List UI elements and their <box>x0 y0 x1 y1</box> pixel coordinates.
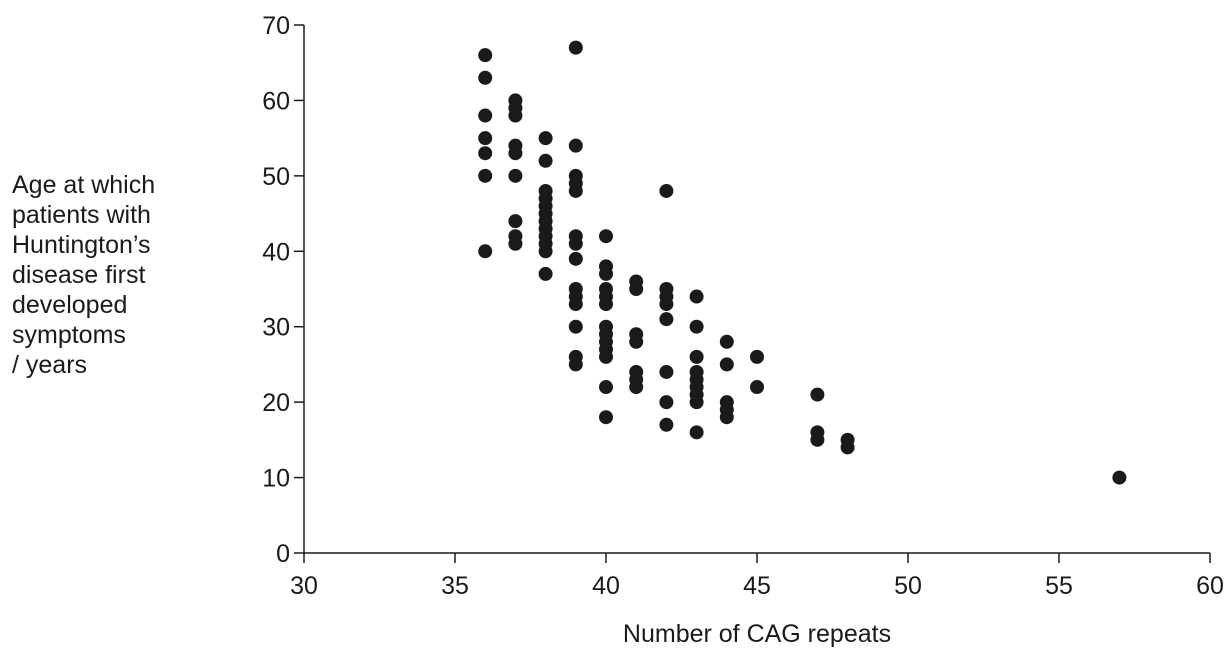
data-point <box>478 48 493 63</box>
data-point <box>568 236 583 251</box>
data-point <box>568 251 583 266</box>
data-point <box>478 146 493 161</box>
data-point <box>659 183 674 198</box>
data-point <box>629 334 644 349</box>
x-tick-label: 45 <box>743 572 771 600</box>
data-point <box>599 349 613 364</box>
data-point <box>568 183 583 198</box>
data-point <box>599 297 613 312</box>
x-tick-label: 50 <box>894 572 922 600</box>
data-point <box>508 146 523 161</box>
data-point <box>478 131 493 146</box>
data-point <box>810 387 825 402</box>
data-point <box>599 229 613 244</box>
data-point <box>568 319 583 334</box>
data-point <box>750 380 764 395</box>
y-axis-label-line: developed <box>12 291 128 319</box>
y-axis-label-line: symptoms <box>12 321 126 349</box>
data-point <box>538 131 553 146</box>
data-point <box>478 108 493 123</box>
axes: 0 10 20 30 40 50 60 70 30 35 40 45 50 55 60 <box>262 12 1224 600</box>
data-point <box>659 364 674 379</box>
data-point <box>719 357 734 372</box>
data-points <box>478 40 1127 485</box>
data-point <box>629 282 644 296</box>
data-point <box>689 349 704 364</box>
data-point <box>629 380 644 395</box>
x-tick-label: 35 <box>441 572 469 600</box>
y-tick-label: 60 <box>262 87 290 115</box>
data-point <box>840 440 855 455</box>
data-point <box>478 244 493 259</box>
data-point <box>568 297 583 312</box>
x-tick-label: 30 <box>290 572 318 600</box>
data-point <box>810 432 825 447</box>
data-point <box>750 349 764 364</box>
data-point <box>719 410 734 425</box>
data-point <box>689 395 704 410</box>
data-point <box>689 319 704 334</box>
y-axis-label-line: patients with <box>12 201 151 229</box>
x-tick-label: 40 <box>592 572 620 600</box>
data-point <box>689 425 704 440</box>
data-point <box>599 410 613 425</box>
x-tick-label: 55 <box>1045 572 1073 600</box>
data-point <box>538 153 553 168</box>
y-tick-label: 20 <box>262 389 290 417</box>
y-axis-label-line: / years <box>12 351 88 379</box>
y-tick-label: 0 <box>276 540 290 568</box>
data-point <box>508 214 523 229</box>
x-tick-label: 60 <box>1196 572 1224 600</box>
y-tick-label: 40 <box>262 238 290 266</box>
data-point <box>568 138 583 153</box>
data-point <box>538 244 553 259</box>
data-point <box>599 380 613 395</box>
data-point <box>1112 470 1127 485</box>
y-tick-label: 10 <box>262 465 290 493</box>
x-axis-label: Number of CAG repeats <box>623 620 891 648</box>
y-tick-label: 50 <box>262 163 290 191</box>
y-axis-label: Age at which patients with Huntington’s … <box>12 170 212 380</box>
data-point <box>568 40 583 55</box>
y-axis-label-line: disease first <box>12 261 146 289</box>
data-point <box>508 168 523 183</box>
data-point <box>538 266 553 281</box>
data-point <box>568 357 583 372</box>
data-point <box>599 266 613 281</box>
y-tick-label: 70 <box>262 12 290 40</box>
data-point <box>659 417 674 432</box>
y-axis-label-line: Age at which <box>12 171 156 199</box>
data-point <box>689 289 704 304</box>
y-tick-label: 30 <box>262 314 290 342</box>
data-point <box>478 70 493 85</box>
data-point <box>508 108 523 123</box>
data-point <box>659 395 674 410</box>
data-point <box>508 236 523 251</box>
data-point <box>478 168 493 183</box>
data-point <box>659 312 674 327</box>
data-point <box>659 297 674 312</box>
data-point <box>719 334 734 349</box>
y-axis-label-line: Huntington’s <box>12 231 151 259</box>
